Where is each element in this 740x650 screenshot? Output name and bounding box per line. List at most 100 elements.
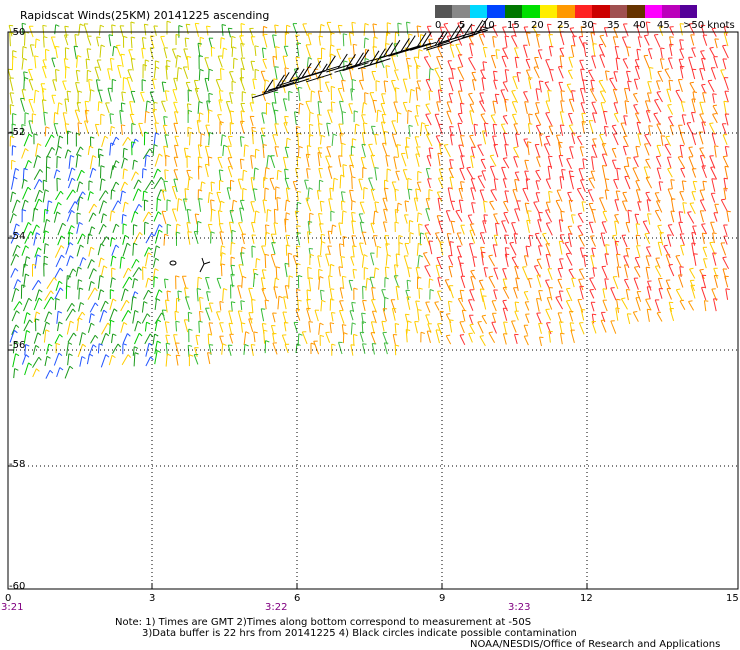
wind-barb — [395, 171, 400, 181]
wind-barb — [692, 225, 697, 236]
wind-barb-flag — [12, 50, 17, 53]
wind-barb — [438, 168, 444, 181]
wind-barb — [370, 223, 375, 234]
wind-barb-flag — [198, 144, 203, 147]
wind-barb — [446, 36, 452, 46]
wind-barb — [219, 301, 222, 311]
wind-barb-flag — [407, 267, 412, 269]
wind-barb — [140, 92, 145, 102]
wind-barb — [341, 200, 343, 211]
wind-barb-flag — [317, 152, 323, 154]
wind-barb — [88, 247, 92, 257]
wind-barb-flag — [111, 125, 116, 129]
wind-barb-flag — [69, 255, 74, 259]
wind-barb-flag — [352, 268, 357, 271]
wind-barb-flag — [50, 296, 55, 301]
wind-barb — [284, 67, 287, 79]
wind-barb-flag — [137, 320, 142, 324]
wind-barb — [393, 275, 400, 288]
wind-barb — [43, 209, 46, 223]
wind-barb — [307, 33, 312, 46]
wind-barb — [217, 210, 221, 225]
wind-barb — [434, 68, 442, 81]
wind-barb — [669, 44, 673, 57]
wind-barb — [121, 91, 124, 102]
wind-barb — [337, 25, 341, 35]
wind-barb-flag — [127, 310, 132, 314]
wind-barb — [416, 243, 419, 256]
wind-barb-flag — [55, 45, 60, 48]
wind-barb-flag — [15, 353, 20, 357]
wind-barb-flag — [317, 114, 322, 116]
wind-barb-flag — [263, 25, 268, 29]
wind-barb — [568, 311, 574, 322]
wind-barb — [94, 124, 100, 137]
wind-barb-flag — [600, 90, 605, 92]
wind-barb — [665, 280, 671, 290]
wind-barb-flag — [112, 78, 117, 82]
wind-barb-flag — [556, 199, 561, 202]
wind-barb-flag — [264, 253, 270, 256]
wind-barb-flag — [134, 210, 139, 215]
wind-barb — [145, 278, 149, 288]
wind-barb-flag — [680, 65, 685, 68]
wind-barb-flag — [157, 211, 162, 215]
wind-barb — [181, 276, 187, 289]
wind-barb — [12, 245, 18, 257]
wind-barb — [227, 344, 232, 356]
wind-barb — [144, 247, 150, 257]
wind-barb-flag — [286, 244, 291, 247]
wind-barb — [341, 276, 344, 288]
wind-barb — [175, 321, 177, 332]
wind-barb-flag — [148, 289, 152, 294]
wind-barb-flag — [32, 113, 37, 116]
wind-barb — [248, 312, 253, 324]
wind-barb — [152, 109, 157, 123]
wind-barb — [341, 210, 344, 224]
wind-barb-flag — [78, 90, 83, 93]
wind-barb-flag — [199, 296, 204, 299]
wind-barb-flag — [251, 298, 256, 301]
wind-barb — [222, 145, 225, 156]
wind-barb — [428, 147, 432, 159]
wind-barb-flag — [406, 137, 411, 139]
wind-barb — [359, 332, 364, 343]
wind-barb-flag — [577, 135, 582, 138]
wind-barb-flag — [68, 342, 73, 345]
wind-barb — [109, 113, 112, 125]
wind-barb-flag — [438, 197, 443, 200]
wind-barb-flag — [688, 23, 694, 25]
wind-barb — [501, 167, 506, 179]
wind-barb-flag — [343, 33, 348, 36]
wind-barb — [625, 248, 629, 258]
wind-barb-flag — [231, 35, 236, 39]
wind-barb — [637, 133, 642, 146]
wind-barb — [538, 245, 542, 256]
wind-barb — [713, 275, 718, 288]
wind-barb — [709, 47, 715, 58]
wind-barb-flag — [106, 236, 110, 241]
wind-barb — [537, 219, 542, 233]
wind-barb-flag — [307, 231, 312, 234]
contamination-barb — [301, 62, 312, 78]
wind-barb-flag — [689, 81, 694, 84]
wind-barb — [450, 201, 455, 211]
wind-barb — [469, 324, 476, 334]
wind-barb-flag — [561, 169, 566, 171]
wind-barb — [21, 46, 24, 59]
wind-barb-flag — [138, 203, 143, 208]
wind-barb — [275, 266, 278, 279]
wind-barb-flag — [100, 243, 105, 247]
wind-barb-flag — [364, 22, 369, 26]
wind-barb-flag — [458, 297, 463, 300]
wind-barb-flag — [44, 208, 49, 212]
wind-barb — [33, 311, 37, 323]
contamination-barb — [337, 53, 348, 69]
wind-barb — [54, 298, 57, 310]
wind-barb-flag — [87, 69, 92, 73]
wind-barb — [12, 353, 17, 368]
wind-barb — [166, 290, 169, 301]
wind-barb-flag — [65, 66, 70, 69]
wind-barb — [623, 279, 630, 289]
wind-barb — [252, 188, 256, 201]
